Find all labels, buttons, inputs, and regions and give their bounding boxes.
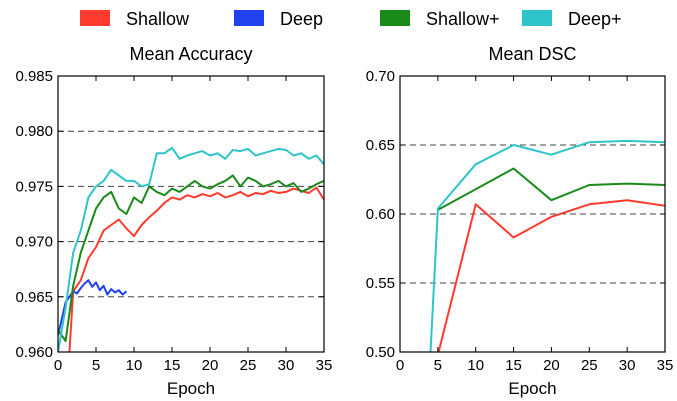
x-tick-label: 20 [543, 357, 560, 374]
y-tick-label: 0.985 [15, 68, 53, 85]
legend-swatch-deep-plus [522, 10, 552, 26]
x-tick-label: 5 [434, 357, 442, 374]
y-tick-label: 0.70 [366, 68, 395, 85]
legend-label-deep: Deep [280, 9, 323, 29]
legend-label-shallow-plus: Shallow+ [426, 9, 500, 29]
series-line-deep-plus [58, 146, 324, 352]
x-tick-label: 0 [54, 357, 62, 374]
x-tick-label: 30 [278, 357, 295, 374]
mean-dsc-chart: Mean DSC 0 5 10 15 20 25 30 35 0.50 0.55 0.60 0.65 0.… [366, 44, 674, 398]
y-tick-label: 0.60 [366, 206, 395, 223]
y-tick-label: 0.55 [366, 275, 395, 292]
plot-frame [57, 75, 325, 353]
series-line-shallow [68, 186, 324, 352]
series-line-deep [58, 279, 128, 336]
series-line-shallow-plus [58, 174, 324, 342]
y-tick-label: 0.975 [15, 178, 53, 195]
x-tick-label: 10 [126, 357, 143, 374]
x-tick-label: 15 [164, 357, 181, 374]
x-tick-label: 25 [240, 357, 257, 374]
x-tick-label: 5 [92, 357, 100, 374]
chart-title: Mean Accuracy [129, 44, 252, 64]
legend: Shallow Deep Shallow+ Deep+ [80, 9, 622, 29]
x-tick-label: 20 [202, 357, 219, 374]
x-tick-label: 35 [316, 357, 333, 374]
y-tick-label: 0.50 [366, 344, 395, 361]
y-tick-label: 0.965 [15, 289, 53, 306]
y-tick-label: 0.65 [366, 137, 395, 154]
legend-label-deep-plus: Deep+ [568, 9, 622, 29]
y-tick-label: 0.980 [15, 123, 53, 140]
legend-label-shallow: Shallow [126, 9, 190, 29]
x-tick-label: 15 [505, 357, 522, 374]
x-tick-label: 25 [581, 357, 598, 374]
series-line-deep-plus [429, 139, 665, 352]
x-tick-label: 35 [657, 357, 674, 374]
chart-title: Mean DSC [488, 44, 576, 64]
x-axis-label: Epoch [508, 379, 556, 398]
x-axis-label: Epoch [167, 379, 215, 398]
y-tick-label: 0.960 [15, 344, 53, 361]
mean-accuracy-chart: Mean Accuracy 0 5 10 15 20 25 30 35 0.960 0.965 0.9… [15, 44, 332, 398]
x-tick-label: 0 [396, 357, 404, 374]
series-line-shallow [437, 199, 665, 352]
legend-swatch-shallow-plus [380, 10, 410, 26]
x-tick-label: 10 [467, 357, 484, 374]
series-line-shallow-plus [437, 167, 665, 211]
y-tick-label: 0.970 [15, 234, 53, 251]
legend-swatch-deep [234, 10, 264, 26]
legend-swatch-shallow [80, 10, 110, 26]
x-tick-label: 30 [619, 357, 636, 374]
